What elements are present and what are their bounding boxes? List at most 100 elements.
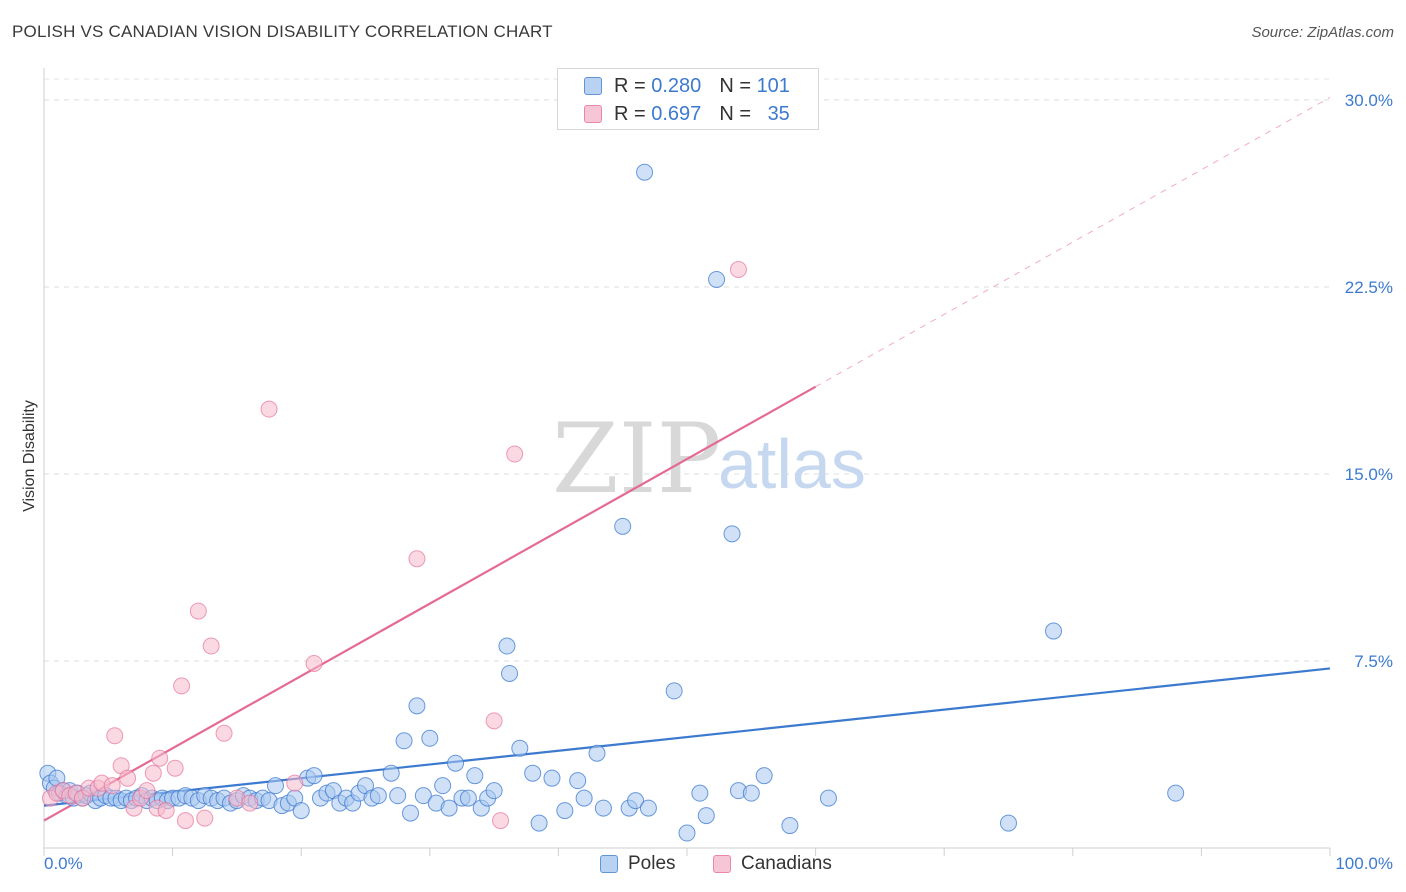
poles-point-101[interactable] (742, 784, 760, 802)
canadians-point-9[interactable] (103, 777, 121, 795)
canadians-point-21[interactable] (173, 677, 191, 695)
poles-point-66[interactable] (414, 787, 432, 805)
canadians-point-12[interactable] (119, 769, 137, 787)
poles-point-77[interactable] (485, 782, 503, 800)
poles-point-103[interactable] (781, 817, 799, 835)
canadians-point-24[interactable] (196, 809, 214, 827)
poles-point-86[interactable] (575, 789, 593, 807)
legend-item-poles[interactable]: Poles (600, 850, 676, 878)
y-tick-label-2: 22.5% (1345, 278, 1393, 297)
poles-point-62[interactable] (389, 787, 407, 805)
poles-point-69[interactable] (434, 777, 452, 795)
canadians-point-18[interactable] (151, 749, 169, 767)
r-value: 0.280 (651, 74, 702, 97)
canadians-point-22[interactable] (176, 812, 194, 830)
canadians-point-32[interactable] (408, 550, 426, 568)
poles-point-79[interactable] (501, 664, 519, 682)
poles-point-102[interactable] (755, 767, 773, 785)
poles-point-65[interactable] (408, 697, 426, 715)
trend-line-canadians (43, 385, 817, 822)
canadians-point-28[interactable] (241, 794, 259, 812)
r-label: R = (614, 102, 652, 125)
poles-point-89[interactable] (614, 517, 632, 535)
correlation-legend: R = 0.280 N = 101 R = 0.697 N = 35 (557, 68, 819, 130)
r-label: R = (614, 74, 652, 97)
x-tick-label-0: 0.0% (44, 854, 83, 873)
legend-label-canadians: Canadians (741, 853, 832, 874)
poles-point-95[interactable] (678, 824, 696, 842)
trend-line-poles (43, 667, 1331, 807)
legend-swatch-poles (584, 77, 602, 95)
canadians-point-15[interactable] (138, 782, 156, 800)
poles-point-78[interactable] (498, 637, 516, 655)
poles-point-98[interactable] (708, 270, 726, 288)
poles-point-63[interactable] (395, 732, 413, 750)
poles-point-84[interactable] (556, 802, 574, 820)
poles-point-73[interactable] (459, 789, 477, 807)
legend-stats-poles: R = 0.280 N = 101 (614, 75, 790, 98)
poles-point-106[interactable] (1045, 622, 1063, 640)
poles-point-50[interactable] (305, 767, 323, 785)
poles-point-107[interactable] (1167, 784, 1185, 802)
poles-point-48[interactable] (292, 802, 310, 820)
canadians-point-20[interactable] (166, 759, 184, 777)
canadians-point-35[interactable] (506, 445, 524, 463)
poles-point-99[interactable] (723, 525, 741, 543)
canadians-point-36[interactable] (729, 260, 747, 278)
canadians-point-10[interactable] (106, 727, 124, 745)
watermark-atlas: atlas (718, 425, 866, 503)
poles-point-93[interactable] (639, 799, 657, 817)
poles-point-70[interactable] (440, 799, 458, 817)
poles-point-64[interactable] (402, 804, 420, 822)
canadians-point-16[interactable] (144, 764, 162, 782)
n-value: 101 (756, 74, 790, 97)
n-label: N = (719, 74, 757, 97)
poles-point-91[interactable] (627, 792, 645, 810)
canadians-point-30[interactable] (286, 774, 304, 792)
poles-point-104[interactable] (819, 789, 837, 807)
poles-point-81[interactable] (524, 764, 542, 782)
poles-point-74[interactable] (466, 767, 484, 785)
gridlines (44, 78, 1330, 662)
canadians-point-33[interactable] (485, 712, 503, 730)
series-legend: Poles Canadians (0, 850, 1406, 878)
poles-point-83[interactable] (543, 769, 561, 787)
poles-point-87[interactable] (588, 744, 606, 762)
poles-point-105[interactable] (1000, 814, 1017, 832)
poles-point-60[interactable] (369, 787, 387, 805)
poles-point-80[interactable] (511, 739, 529, 757)
canadians-point-29[interactable] (260, 400, 278, 418)
poles-point-71[interactable] (447, 754, 465, 772)
poles-point-61[interactable] (382, 764, 400, 782)
poles-point-97[interactable] (697, 807, 715, 825)
y-tick-label-3: 30.0% (1345, 91, 1393, 110)
legend-swatch-poles (600, 855, 618, 873)
poles-point-67[interactable] (421, 729, 439, 747)
canadians-point-26[interactable] (215, 724, 233, 742)
chart-title: POLISH VS CANADIAN VISION DISABILITY COR… (12, 22, 553, 41)
poles-point-96[interactable] (691, 784, 709, 802)
canadians-point-19[interactable] (157, 802, 175, 820)
canadians-point-31[interactable] (305, 654, 323, 672)
canadians-point-34[interactable] (492, 812, 510, 830)
poles-point-44[interactable] (266, 777, 284, 795)
poles-point-92[interactable] (636, 163, 654, 181)
poles-point-85[interactable] (569, 772, 587, 790)
axes (43, 68, 1331, 856)
watermark: ZIP atlas (552, 403, 866, 515)
legend-swatch-canadians (713, 855, 731, 873)
trend-lines (43, 97, 1331, 822)
source-credit: Source: ZipAtlas.com (1251, 24, 1394, 41)
legend-label-poles: Poles (628, 853, 676, 874)
canadians-point-23[interactable] (189, 602, 207, 620)
n-value: 35 (767, 102, 790, 125)
poles-point-82[interactable] (530, 814, 548, 832)
legend-item-canadians[interactable]: Canadians (713, 850, 832, 878)
poles-point-94[interactable] (665, 682, 683, 700)
canadians-point-25[interactable] (202, 637, 220, 655)
tick-labels: 7.5% 15.0% 22.5% 30.0% 0.0% 100.0% (44, 91, 1393, 873)
poles-point-88[interactable] (594, 799, 612, 817)
canadians-points (41, 260, 747, 830)
r-value: 0.697 (651, 102, 702, 125)
